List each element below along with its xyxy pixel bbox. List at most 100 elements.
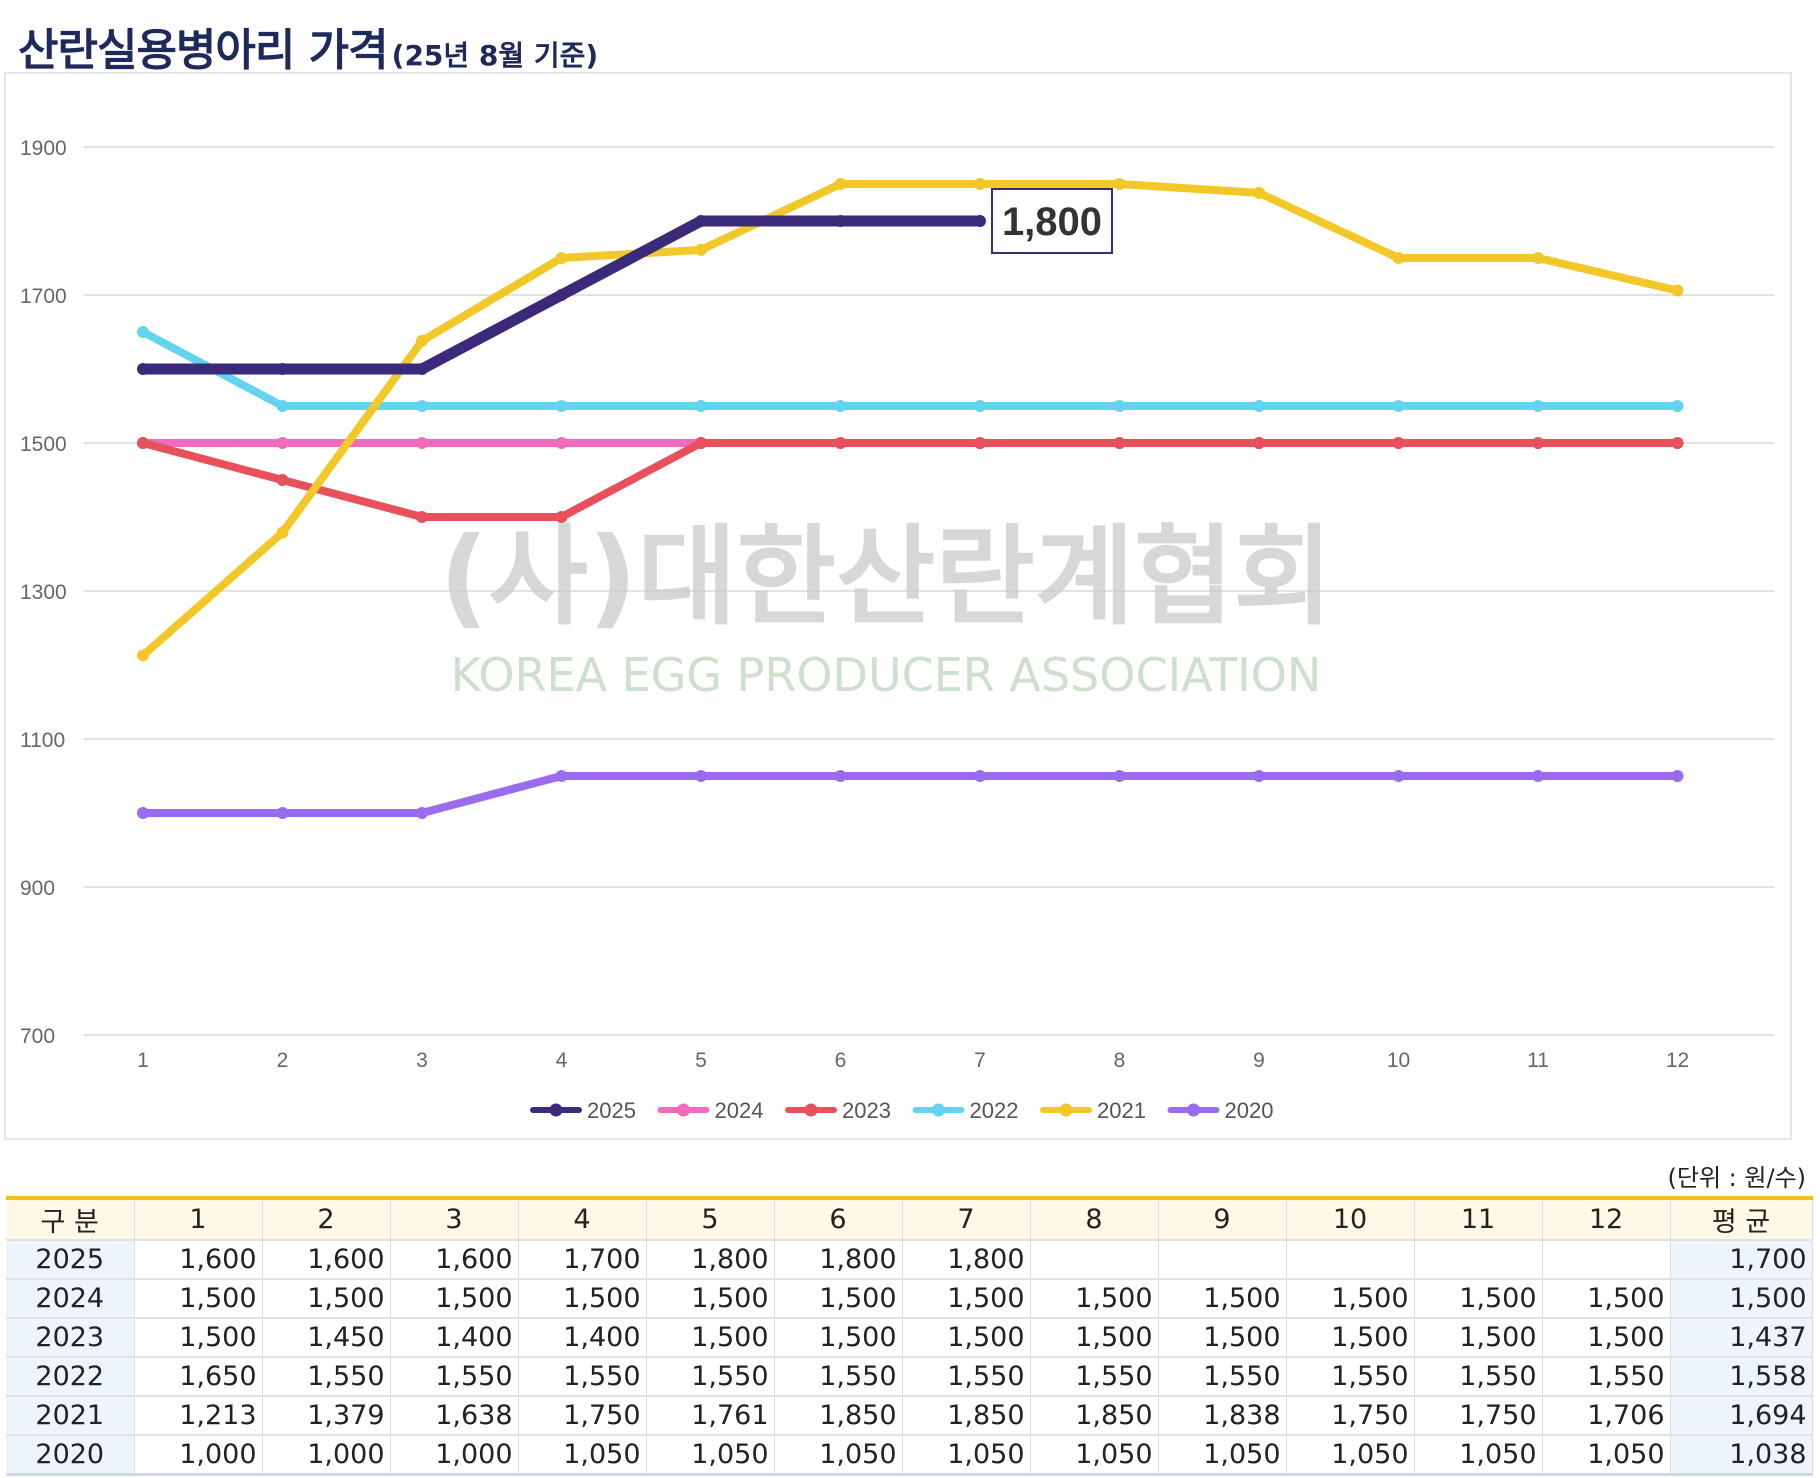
table-cell: 1,500 <box>774 1279 903 1319</box>
data-point <box>555 400 568 412</box>
table-cell: 1,050 <box>646 1435 775 1476</box>
data-point <box>1253 186 1265 199</box>
data-point <box>834 437 847 449</box>
callout-label: 1,800 <box>1002 200 1102 244</box>
y-axis: 700 900 1100 1300 1500 1700 1900 <box>20 137 67 1048</box>
table-cell: 1,500 <box>1286 1279 1415 1319</box>
watermark-english: KOREA EGG PRODUCER ASSOCIATION <box>451 648 1322 702</box>
legend-label: 2022 <box>970 1098 1019 1123</box>
table-header-cell: 4 <box>518 1198 647 1241</box>
table-cell: 1,850 <box>902 1396 1031 1436</box>
table-cell: 1,500 <box>1286 1318 1415 1358</box>
table-header-row: 구 분 1 2 3 4 5 6 7 8 9 10 11 12 평 균 <box>6 1198 1813 1241</box>
table-header-cell: 7 <box>902 1198 1031 1241</box>
data-point <box>1671 770 1684 782</box>
table-header-cell: 9 <box>1158 1198 1287 1241</box>
x-tick-label: 12 <box>1666 1049 1689 1072</box>
row-year-cell: 2024 <box>6 1279 135 1319</box>
table-cell: 1,500 <box>902 1279 1031 1319</box>
x-tick-label: 9 <box>1253 1049 1265 1072</box>
legend-marker <box>1059 1103 1073 1117</box>
row-average-cell: 1,500 <box>1670 1279 1813 1319</box>
x-tick-label: 8 <box>1114 1049 1126 1072</box>
table-cell: 1,706 <box>1542 1396 1671 1436</box>
table-cell: 1,550 <box>646 1357 775 1397</box>
y-tick-label: 900 <box>20 877 55 900</box>
data-point <box>416 334 428 347</box>
legend-item-2021: 2021 <box>1040 1098 1146 1123</box>
table-cell: 1,500 <box>390 1279 519 1319</box>
data-point <box>1253 770 1265 782</box>
y-tick-label: 1300 <box>20 581 67 604</box>
table-cell: 1,500 <box>646 1279 775 1319</box>
data-point <box>1532 252 1544 264</box>
table-cell: 1,850 <box>774 1396 903 1436</box>
table-cell: 1,700 <box>518 1240 647 1280</box>
series-2022 <box>137 326 1684 412</box>
series-line-2020 <box>139 772 1682 817</box>
table-cell: 1,550 <box>1286 1357 1415 1397</box>
y-tick-label: 1500 <box>20 433 67 456</box>
table-header-cell: 6 <box>774 1198 903 1241</box>
data-point <box>416 437 428 449</box>
data-point <box>834 178 847 190</box>
legend-label: 2023 <box>842 1098 891 1123</box>
table-cell: 1,750 <box>518 1396 647 1436</box>
table-header-cell: 1 <box>134 1198 263 1241</box>
unit-label: (단위 : 원/수) <box>1667 1164 1806 1192</box>
table-cell: 1,600 <box>262 1240 391 1280</box>
table-cell: 1,838 <box>1158 1396 1287 1436</box>
data-point <box>1392 770 1405 782</box>
table-row: 2024 1,500 1,500 1,500 1,500 1,500 1,500 1,500 1… <box>6 1279 1813 1319</box>
table-cell: 1,550 <box>262 1357 391 1397</box>
legend-item-2022: 2022 <box>912 1098 1019 1123</box>
data-point <box>1392 400 1405 412</box>
table-row: 2025 1,600 1,600 1,600 1,700 1,800 1,800 1,800 1… <box>6 1240 1813 1280</box>
series-2025 <box>137 215 986 375</box>
legend-label: 2024 <box>715 1098 764 1123</box>
table-cell: 1,400 <box>390 1318 519 1358</box>
table-cell <box>1030 1240 1159 1280</box>
x-tick-label: 4 <box>556 1049 568 1072</box>
data-point <box>974 178 986 190</box>
data-point <box>1671 400 1684 412</box>
table-cell: 1,550 <box>902 1357 1031 1397</box>
data-point <box>1532 400 1544 412</box>
x-tick-label: 5 <box>695 1049 707 1072</box>
table-cell: 1,500 <box>262 1279 391 1319</box>
row-average-cell: 1,038 <box>1670 1435 1813 1476</box>
series-line-2023 <box>139 439 1682 521</box>
legend-label: 2025 <box>587 1098 636 1123</box>
table-cell: 1,550 <box>390 1357 519 1397</box>
data-point <box>834 770 847 782</box>
table-row: 2022 1,650 1,550 1,550 1,550 1,550 1,550 1,550 1… <box>6 1357 1813 1397</box>
table-cell: 1,050 <box>1414 1435 1543 1476</box>
table-cell: 1,000 <box>262 1435 391 1476</box>
table-cell: 1,500 <box>1542 1279 1671 1319</box>
table-row: 2023 1,500 1,450 1,400 1,400 1,500 1,500 1,500 1… <box>6 1318 1813 1358</box>
table-cell: 1,500 <box>1414 1318 1543 1358</box>
table-row: 2021 1,213 1,379 1,638 1,750 1,761 1,850 1,850 1… <box>6 1396 1813 1436</box>
table-cell: 1,800 <box>646 1240 775 1280</box>
table-cell: 1,379 <box>262 1396 391 1436</box>
data-point <box>137 363 149 375</box>
data-point <box>416 807 428 819</box>
table-cell: 1,050 <box>1158 1435 1287 1476</box>
row-average-cell: 1,437 <box>1670 1318 1813 1358</box>
data-point <box>974 215 986 227</box>
data-point <box>1253 437 1265 449</box>
table-cell: 1,500 <box>1030 1318 1159 1358</box>
table-cell: 1,800 <box>902 1240 1031 1280</box>
y-tick-label: 1900 <box>20 137 67 160</box>
table-cell: 1,761 <box>646 1396 775 1436</box>
table-cell: 1,800 <box>774 1240 903 1280</box>
row-average-cell: 1,694 <box>1670 1396 1813 1436</box>
legend-item-2020: 2020 <box>1167 1098 1273 1123</box>
data-point <box>1253 400 1265 412</box>
legend-marker <box>932 1103 945 1117</box>
x-tick-label: 6 <box>835 1049 847 1072</box>
row-year-cell: 2021 <box>6 1396 135 1436</box>
table-cell: 1,050 <box>1542 1435 1671 1476</box>
data-point <box>137 326 149 338</box>
data-point <box>416 511 428 523</box>
